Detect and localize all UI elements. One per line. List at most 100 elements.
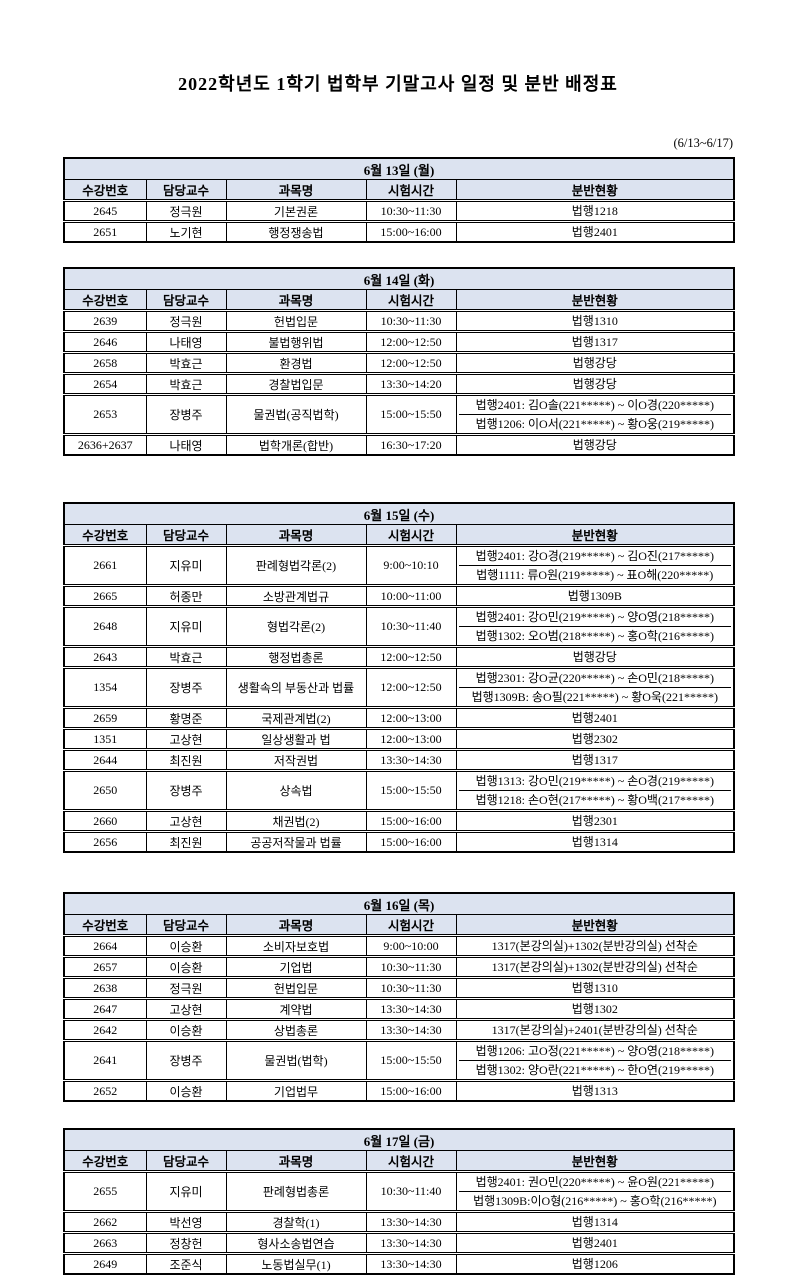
assignment-cell: 법행1310 xyxy=(455,310,735,333)
exam-time-cell: 13:30~14:30 xyxy=(365,998,457,1021)
column-header: 담당교수 xyxy=(145,289,227,312)
assignment-line: 법행1218 xyxy=(571,204,618,218)
course-no-cell: 2654 xyxy=(63,373,147,396)
assignment-line: 법행2302 xyxy=(571,732,618,746)
exam-time-cell: 16:30~17:20 xyxy=(365,434,457,456)
exam-time-cell: 13:30~14:30 xyxy=(365,1019,457,1042)
assignment-line: 법행1206 xyxy=(571,1257,618,1271)
table-day-title: 6월 15일 (수) xyxy=(63,502,735,525)
table-column-header-row: 수강번호 담당교수 과목명 시험시간 분반현황 xyxy=(63,914,735,937)
assignment-line: 법행1206: 고O정(221*****) ~ 양O영(218*****) xyxy=(475,1044,714,1058)
column-header: 과목명 xyxy=(225,524,367,547)
course-name-cell: 경찰법입문 xyxy=(225,373,367,396)
course-row: 1354 장병주 생활속의 부동산과 법률 12:00~12:50 법행2301: 강O… xyxy=(63,667,735,709)
course-row: 2659 황명준 국제관계법(2) 12:00~13:00 법행2401 xyxy=(63,707,735,730)
assignment-cell: 법행2301: 강O균(220*****) ~ 손O민(218*****) 법행1… xyxy=(455,667,735,709)
course-no-cell: 2655 xyxy=(63,1171,147,1213)
professor-cell: 이승환 xyxy=(145,956,227,979)
course-row: 2638 정극원 헌법입문 10:30~11:30 법행1310 xyxy=(63,977,735,1000)
table-day-title: 6월 13일 (월) xyxy=(63,157,735,180)
course-row: 2639 정극원 헌법입문 10:30~11:30 법행1310 xyxy=(63,310,735,333)
course-row: 2664 이승환 소비자보호법 9:00~10:00 1317(본강의실)+1302(분… xyxy=(63,935,735,958)
assignment-line: 법행1313 xyxy=(571,1084,618,1098)
assignment-cell: 법행2401: 강O경(219*****) ~ 김O진(217*****) 법행1… xyxy=(455,545,735,587)
assignment-cell: 법행1302 xyxy=(455,998,735,1021)
course-row: 1351 고상현 일상생활과 법 12:00~13:00 법행2302 xyxy=(63,728,735,751)
assignment-cell: 법행1309B xyxy=(455,585,735,608)
exam-time-cell: 10:00~11:00 xyxy=(365,585,457,608)
course-no-cell: 2649 xyxy=(63,1253,147,1275)
course-no-cell: 1354 xyxy=(63,667,147,709)
column-header: 과목명 xyxy=(225,289,367,312)
professor-cell: 정극원 xyxy=(145,200,227,223)
assignment-cell: 법행강당 xyxy=(455,352,735,375)
course-name-cell: 행정법총론 xyxy=(225,646,367,669)
table-spacer xyxy=(63,1102,733,1128)
course-name-cell: 소방관계법규 xyxy=(225,585,367,608)
assignment-cell: 법행2401: 권O민(220*****) ~ 윤O원(221*****) 법행1… xyxy=(455,1171,735,1213)
course-name-cell: 판례형법총론 xyxy=(225,1171,367,1213)
professor-cell: 정창헌 xyxy=(145,1232,227,1255)
table-day-header-row: 6월 16일 (목) xyxy=(63,892,735,915)
course-no-cell: 2659 xyxy=(63,707,147,730)
exam-time-cell: 10:30~11:30 xyxy=(365,977,457,1000)
course-name-cell: 기본권론 xyxy=(225,200,367,223)
column-header: 담당교수 xyxy=(145,524,227,547)
course-row: 2644 최진원 저작권법 13:30~14:30 법행1317 xyxy=(63,749,735,772)
course-no-cell: 2660 xyxy=(63,810,147,833)
course-row: 2655 지유미 판례형법총론 10:30~11:40 법행2401: 권O민(220*… xyxy=(63,1171,735,1213)
course-name-cell: 판례형법각론(2) xyxy=(225,545,367,587)
assignment-line: 법행1206: 이O서(221*****) ~ 황O웅(219*****) xyxy=(458,414,732,432)
column-header: 담당교수 xyxy=(145,1150,227,1173)
course-no-cell: 2653 xyxy=(63,394,147,436)
course-name-cell: 형법각론(2) xyxy=(225,606,367,648)
exam-time-cell: 15:00~16:00 xyxy=(365,1080,457,1102)
course-no-cell: 1351 xyxy=(63,728,147,751)
course-row: 2642 이승환 상법총론 13:30~14:30 1317(본강의실)+2401(분반… xyxy=(63,1019,735,1042)
assignment-line: 법행강당 xyxy=(572,438,617,452)
exam-time-cell: 15:00~15:50 xyxy=(365,394,457,436)
course-no-cell: 2638 xyxy=(63,977,147,1000)
assignment-line: 법행강당 xyxy=(572,377,617,391)
date-range-label: (6/13~6/17) xyxy=(673,136,733,150)
professor-cell: 고상현 xyxy=(145,998,227,1021)
assignment-line: 법행강당 xyxy=(572,650,617,664)
table-day-header-row: 6월 13일 (월) xyxy=(63,157,735,180)
column-header: 과목명 xyxy=(225,914,367,937)
professor-cell: 고상현 xyxy=(145,728,227,751)
assignment-line: 법행2401 xyxy=(571,711,618,725)
column-header: 담당교수 xyxy=(145,179,227,202)
column-header: 담당교수 xyxy=(145,914,227,937)
column-header: 과목명 xyxy=(225,1150,367,1173)
course-no-cell: 2648 xyxy=(63,606,147,648)
exam-time-cell: 9:00~10:10 xyxy=(365,545,457,587)
table-day-header-row: 6월 15일 (수) xyxy=(63,502,735,525)
course-no-cell: 2661 xyxy=(63,545,147,587)
assignment-line: 법행1310 xyxy=(571,314,618,328)
exam-time-cell: 12:00~13:00 xyxy=(365,707,457,730)
course-no-cell: 2642 xyxy=(63,1019,147,1042)
course-name-cell: 불법행위법 xyxy=(225,331,367,354)
assignment-cell: 1317(본강의실)+1302(분반강의실) 선착순 xyxy=(455,956,735,979)
course-no-cell: 2657 xyxy=(63,956,147,979)
column-header: 수강번호 xyxy=(63,524,147,547)
assignment-line: 법행2401: 김O솔(221*****) ~ 이O경(220*****) xyxy=(475,398,714,412)
course-no-cell: 2664 xyxy=(63,935,147,958)
column-header: 시험시간 xyxy=(365,914,457,937)
column-header: 분반현황 xyxy=(455,914,735,937)
assignment-cell: 법행1206 xyxy=(455,1253,735,1275)
exam-schedule-table-day-5: 6월 17일 (금) 수강번호 담당교수 과목명 시험시간 분반현황 2655 지유미 판례형법… xyxy=(63,1128,736,1275)
table-day-header-row: 6월 14일 (화) xyxy=(63,267,735,290)
course-name-cell: 법학개론(합반) xyxy=(225,434,367,456)
professor-cell: 허종만 xyxy=(145,585,227,608)
table-column-header-row: 수강번호 담당교수 과목명 시험시간 분반현황 xyxy=(63,524,735,547)
exam-time-cell: 10:30~11:40 xyxy=(365,1171,457,1213)
professor-cell: 박효근 xyxy=(145,646,227,669)
course-no-cell: 2656 xyxy=(63,831,147,853)
assignment-line: 1317(본강의실)+1302(분반강의실) 선착순 xyxy=(491,960,698,974)
course-row: 2652 이승환 기업법무 15:00~16:00 법행1313 xyxy=(63,1080,735,1102)
course-no-cell: 2650 xyxy=(63,770,147,812)
course-no-cell: 2641 xyxy=(63,1040,147,1082)
column-header: 시험시간 xyxy=(365,179,457,202)
column-header: 수강번호 xyxy=(63,914,147,937)
